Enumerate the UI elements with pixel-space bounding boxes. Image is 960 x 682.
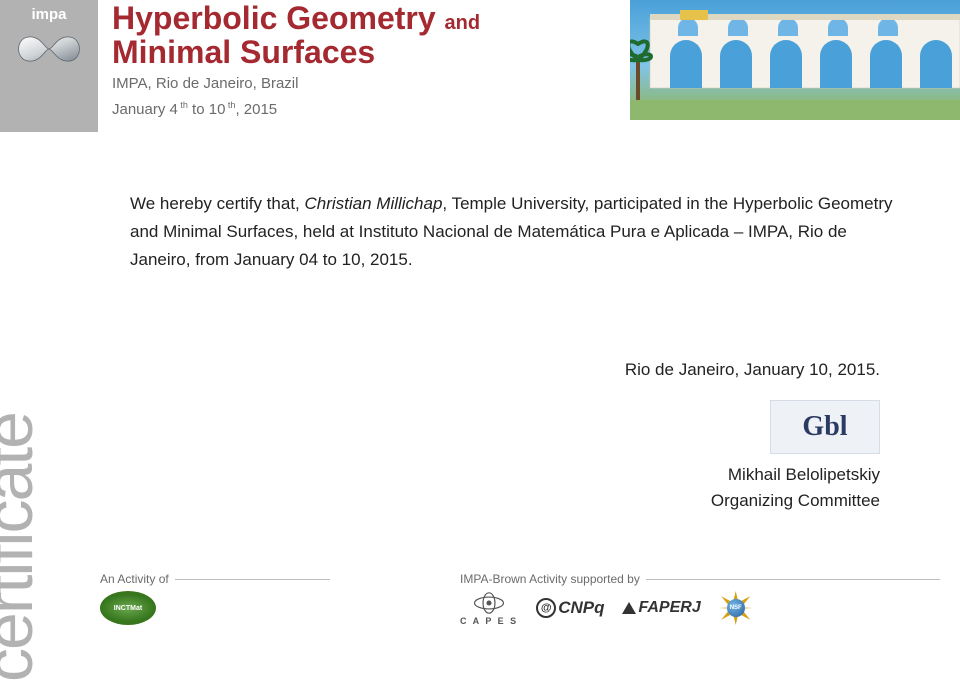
inctmat-label: INCTMat: [114, 605, 142, 612]
nsf-globe-icon: NSF: [727, 599, 745, 617]
footer-rule: [646, 579, 940, 580]
infinity-icon: [11, 29, 87, 69]
footer: An Activity of INCTMat IMPA-Brown Activi…: [100, 570, 940, 628]
closing-line: Rio de Janeiro, January 10, 2015.: [625, 360, 880, 380]
tram-icon: [680, 10, 708, 20]
footer-right: IMPA-Brown Activity supported by C A P E…: [460, 572, 940, 626]
event-title-line2: Minimal Surfaces: [112, 36, 480, 70]
title-main: Hyperbolic Geometry: [112, 0, 436, 36]
header-title-block: Hyperbolic Geometry and Minimal Surfaces…: [98, 0, 480, 132]
footer-right-label: IMPA-Brown Activity supported by: [460, 572, 940, 586]
footer-left-label: An Activity of: [100, 572, 330, 586]
signer-role: Organizing Committee: [711, 488, 880, 514]
signature-scribble: Gbl: [802, 411, 847, 443]
cnpq-at-icon: @: [536, 598, 556, 618]
footer-left-label-text: An Activity of: [100, 572, 169, 586]
signature-image: Gbl: [770, 400, 880, 454]
event-venue: IMPA, Rio de Janeiro, Brazil: [112, 75, 480, 94]
event-title-line1: Hyperbolic Geometry and: [112, 2, 480, 36]
footer-right-label-text: IMPA-Brown Activity supported by: [460, 572, 640, 586]
capes-logo: C A P E S: [460, 590, 518, 626]
palm-icon: [630, 41, 651, 110]
certificate-word: certificate: [0, 413, 48, 682]
body-sep: ,: [442, 194, 451, 213]
cnpq-label: CNPq: [558, 598, 604, 618]
body-prefix: We hereby certify that,: [130, 194, 304, 213]
participant-affiliation: Temple University: [452, 194, 585, 213]
title-and: and: [445, 12, 481, 34]
nsf-label: NSF: [730, 605, 742, 611]
faperj-label: FAPERJ: [638, 599, 700, 617]
certificate-body: We hereby certify that, Christian Millic…: [130, 190, 910, 274]
header: impa Hyperbolic Geometry and Minimal Sur…: [0, 0, 960, 132]
event-dates: January 4 th to 10 th, 2015: [112, 100, 480, 120]
faperj-logo: FAPERJ: [622, 599, 700, 617]
arches-icon: [630, 0, 960, 120]
nsf-logo: NSF: [719, 591, 753, 625]
participant-name: Christian Millichap: [304, 194, 442, 213]
signer-block: Mikhail Belolipetskiy Organizing Committ…: [711, 462, 880, 513]
certificate-strip: certificate: [0, 132, 98, 662]
header-illustration: [630, 0, 960, 120]
cnpq-logo: @CNPq: [536, 598, 604, 618]
capes-label: C A P E S: [460, 616, 518, 626]
header-left-badge: impa: [0, 0, 98, 132]
inctmat-logo: INCTMat: [100, 591, 156, 625]
impa-logo-text: impa: [31, 6, 66, 23]
signer-name: Mikhail Belolipetskiy: [711, 462, 880, 488]
footer-rule: [175, 579, 330, 580]
faperj-triangle-icon: [622, 602, 636, 614]
footer-left: An Activity of INCTMat: [100, 572, 330, 626]
